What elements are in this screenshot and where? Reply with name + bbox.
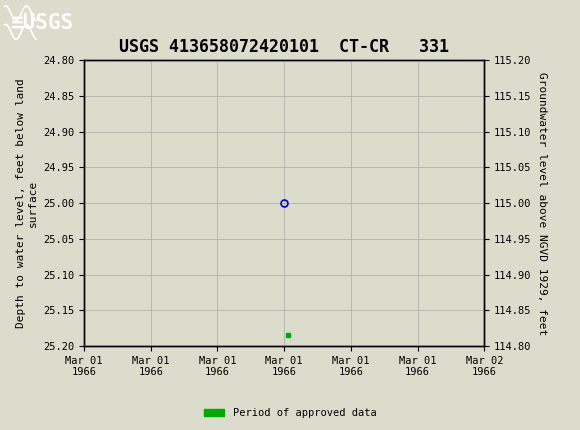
Y-axis label: Depth to water level, feet below land
surface: Depth to water level, feet below land su…: [16, 78, 38, 328]
Y-axis label: Groundwater level above NGVD 1929, feet: Groundwater level above NGVD 1929, feet: [537, 71, 547, 335]
Title: USGS 413658072420101  CT-CR   331: USGS 413658072420101 CT-CR 331: [119, 38, 449, 56]
Text: ≡USGS: ≡USGS: [10, 12, 74, 33]
Legend: Period of approved data: Period of approved data: [200, 404, 380, 423]
